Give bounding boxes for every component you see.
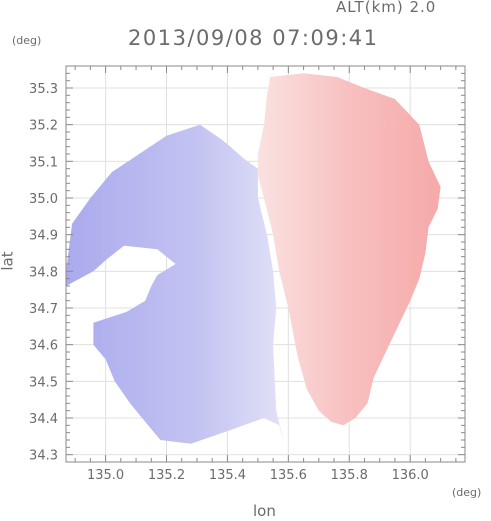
y-tick-label: 35.1 [29,155,58,170]
y-tick-labels: 35.3 35.2 35.1 35.0 34.9 34.8 34.7 34.6 34.5 34.4… [29,82,58,464]
altitude-label: ALT(km) 2.0 [336,0,437,16]
y-tick-label: 34.7 [29,302,58,317]
y-unit-label: (deg) [12,34,42,47]
y-tick-label: 34.8 [29,265,58,280]
timestamp-title: 2013/09/08 07:09:41 [128,26,379,50]
region-east-positive [257,73,441,426]
x-tick-label: 135.6 [270,468,307,483]
y-tick-label: 35.3 [29,82,58,97]
x-tick-label: 135.8 [331,468,368,483]
x-tick-label: 136.0 [392,468,429,483]
y-tick-label: 35.0 [29,192,58,207]
y-tick-label: 34.9 [29,229,58,244]
y-tick-label: 34.6 [29,339,58,354]
x-unit-label: (deg) [452,486,482,499]
x-tick-labels: 135.0 135.2 135.4 135.6 135.8 136.0 [87,468,429,483]
y-tick-label: 34.3 [29,449,58,464]
tick-marks [66,65,465,463]
y-tick-label: 34.5 [29,375,58,390]
x-tick-label: 135.4 [209,468,246,483]
y-tick-label: 34.4 [29,412,58,427]
x-axis-label: lon [253,502,276,520]
x-tick-label: 135.2 [148,468,185,483]
y-tick-label: 35.2 [29,119,58,134]
region-west-negative [66,124,286,448]
velocity-field [66,73,441,448]
x-tick-label: 135.0 [87,468,124,483]
